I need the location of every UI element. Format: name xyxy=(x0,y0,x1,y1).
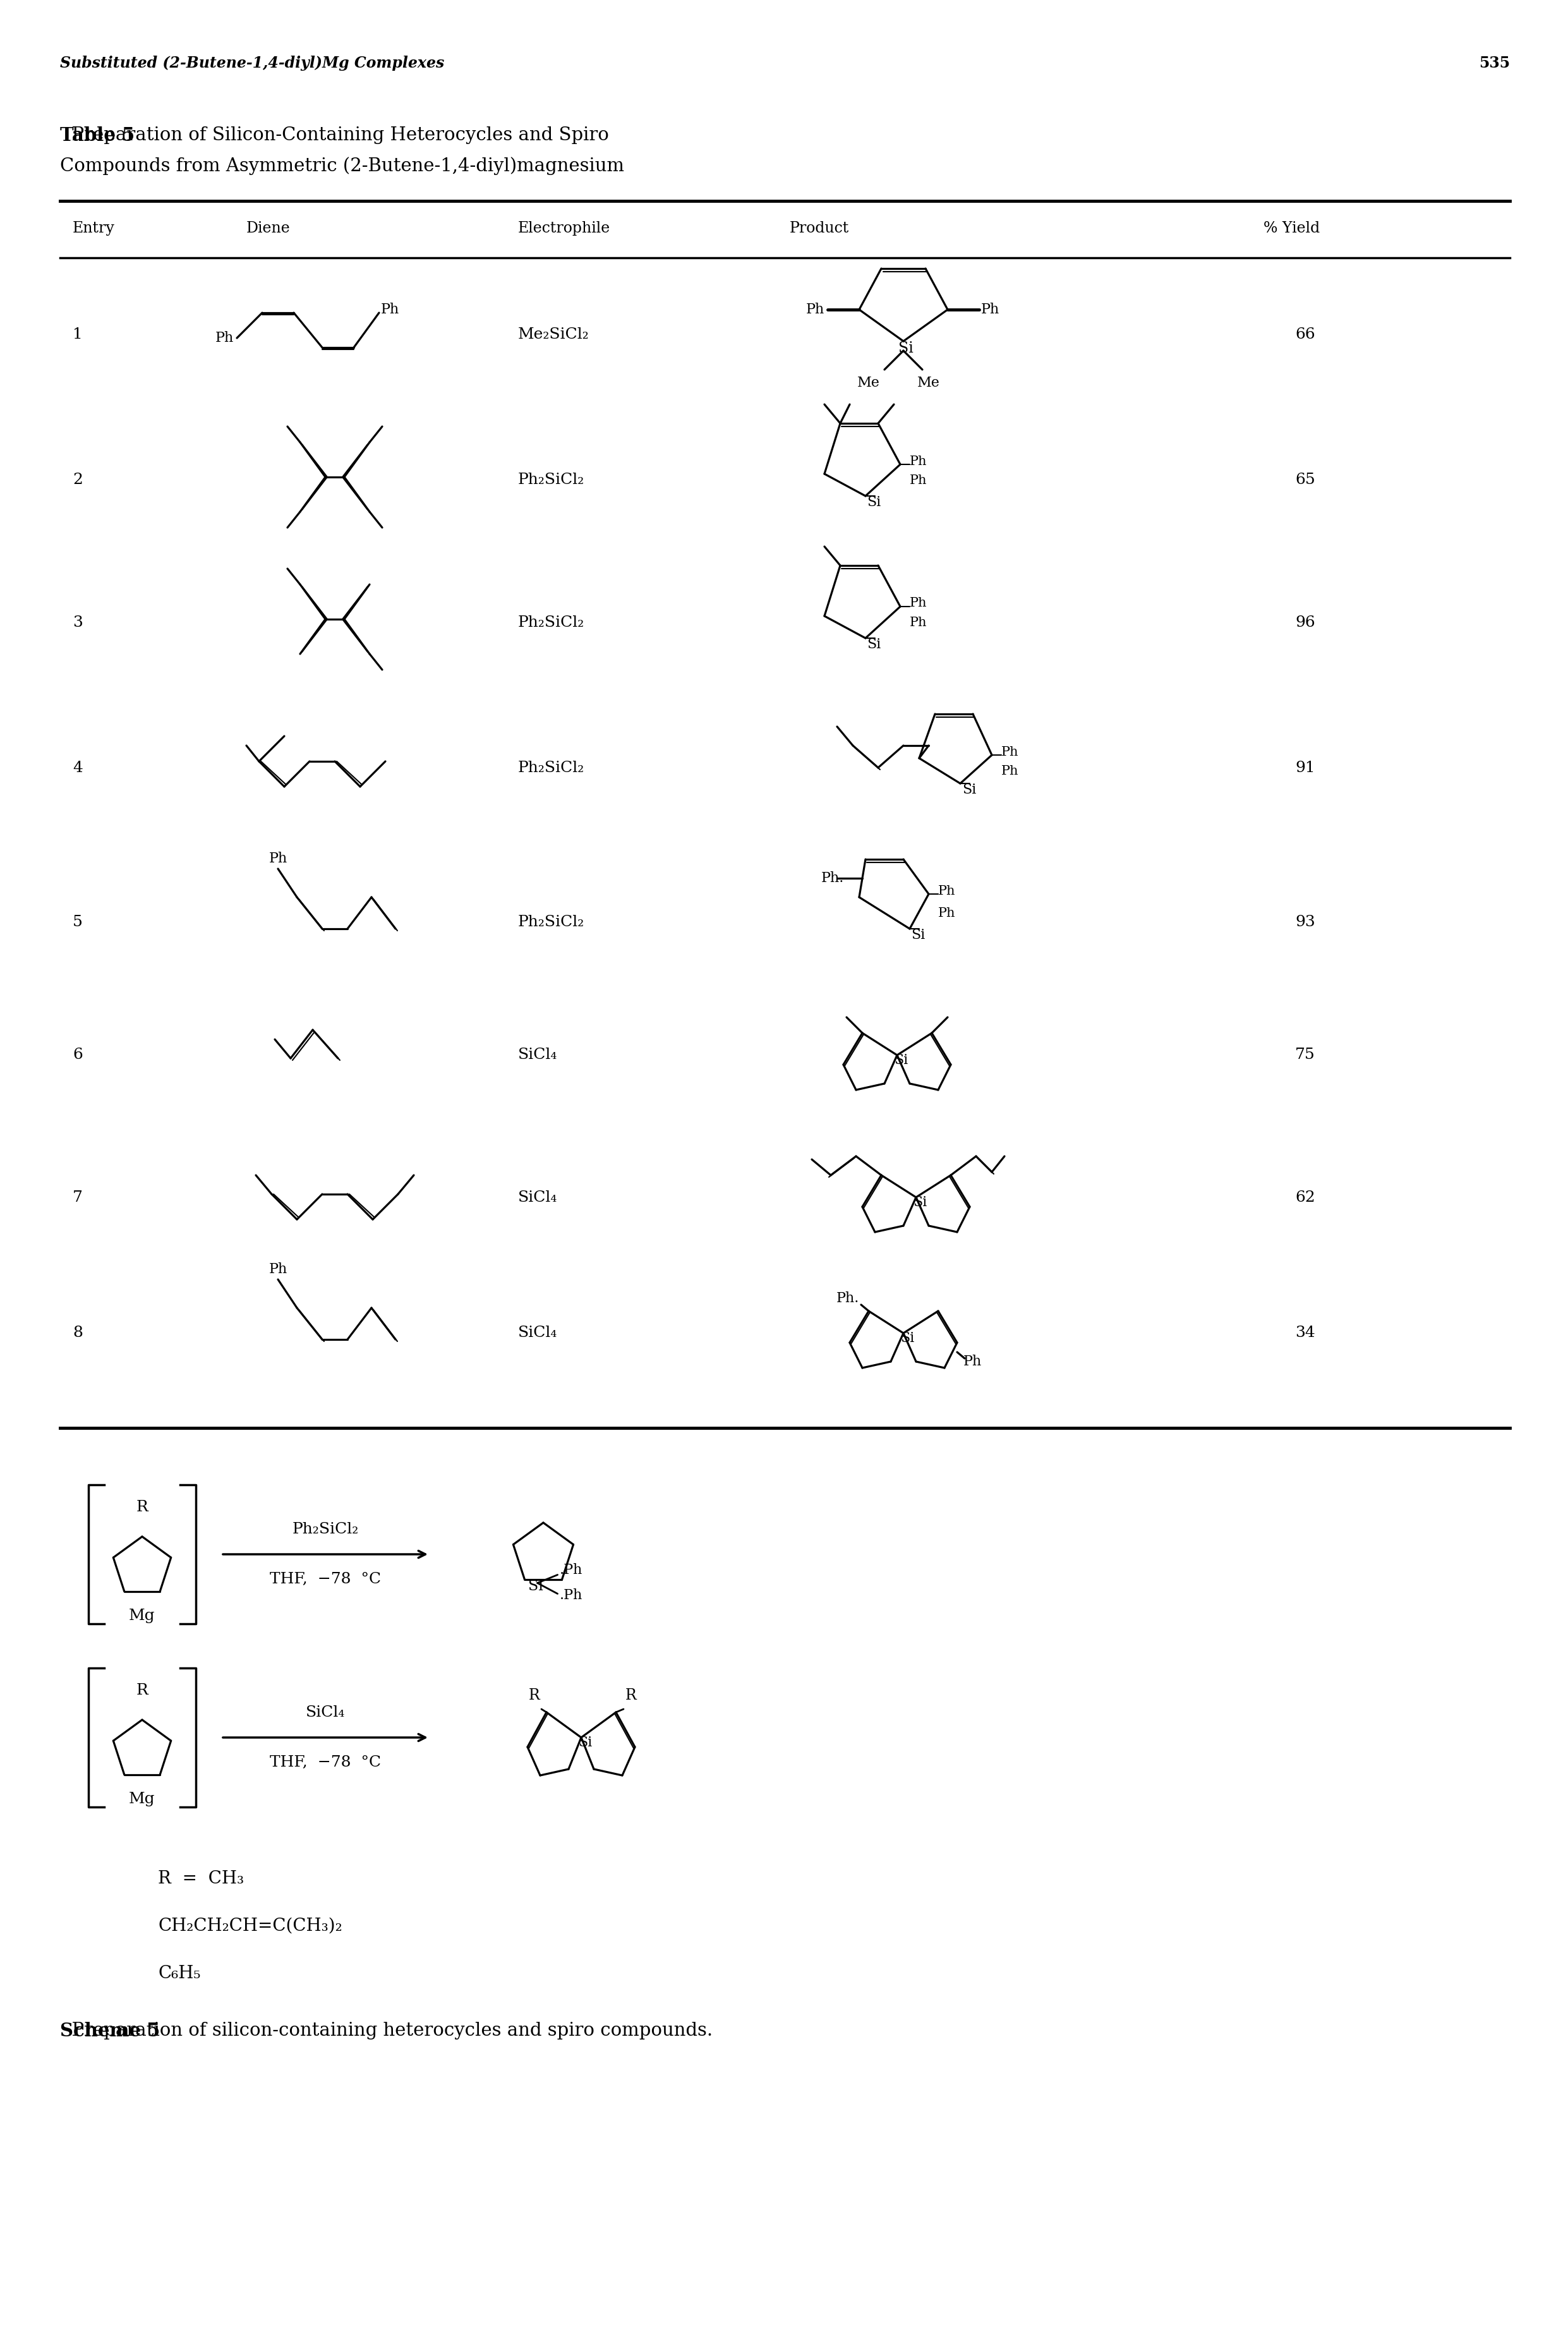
Text: Compounds from Asymmetric (2-Butene-1,4-diyl)magnesium: Compounds from Asymmetric (2-Butene-1,4-… xyxy=(60,156,624,175)
Text: % Yield: % Yield xyxy=(1264,221,1320,235)
Text: 6: 6 xyxy=(72,1047,83,1063)
Text: Preparation of Silicon-Containing Heterocycles and Spiro: Preparation of Silicon-Containing Hetero… xyxy=(60,126,608,144)
Text: Ph: Ph xyxy=(909,617,927,628)
Text: Table 5: Table 5 xyxy=(60,126,135,144)
Text: Ph: Ph xyxy=(1002,747,1019,759)
Text: Entry: Entry xyxy=(72,221,114,235)
Text: 93: 93 xyxy=(1295,915,1316,931)
Text: Ph: Ph xyxy=(982,303,999,316)
Text: Ph: Ph xyxy=(963,1354,982,1368)
Text: Substituted (2-Butene-1,4-diyl)Mg Complexes: Substituted (2-Butene-1,4-diyl)Mg Comple… xyxy=(60,56,444,70)
Text: 4: 4 xyxy=(72,761,83,775)
Text: 3: 3 xyxy=(72,614,83,631)
Text: Ph₂SiCl₂: Ph₂SiCl₂ xyxy=(517,761,585,775)
Text: Si: Si xyxy=(579,1736,593,1750)
Text: THF,  −78  °C: THF, −78 °C xyxy=(270,1573,381,1587)
Text: 66: 66 xyxy=(1295,328,1316,342)
Text: 7: 7 xyxy=(72,1189,83,1205)
Text: SiCl₄: SiCl₄ xyxy=(517,1326,558,1340)
Text: Ph: Ph xyxy=(215,330,234,344)
Text: Ph: Ph xyxy=(938,884,955,896)
Text: Si: Si xyxy=(867,638,881,652)
Text: 75: 75 xyxy=(1295,1047,1316,1063)
Text: .Ph: .Ph xyxy=(560,1564,582,1578)
Text: 5: 5 xyxy=(72,915,83,931)
Text: Me: Me xyxy=(917,377,939,391)
Text: CH₂CH₂CH=C(CH₃)₂: CH₂CH₂CH=C(CH₃)₂ xyxy=(158,1917,342,1934)
Text: Ph: Ph xyxy=(268,1261,287,1275)
Text: Si: Si xyxy=(911,928,925,942)
Text: Mg: Mg xyxy=(129,1792,155,1806)
Text: Si: Si xyxy=(867,496,881,510)
Text: Si: Si xyxy=(898,342,913,356)
Text: Si: Si xyxy=(913,1196,927,1210)
Text: C₆H₅: C₆H₅ xyxy=(158,1964,201,1983)
Text: Si: Si xyxy=(528,1580,543,1594)
Text: Ph₂SiCl₂: Ph₂SiCl₂ xyxy=(517,614,585,631)
Text: Electrophile: Electrophile xyxy=(517,221,610,235)
Text: R: R xyxy=(136,1501,147,1515)
Text: .Ph: .Ph xyxy=(560,1589,582,1603)
Text: Mg: Mg xyxy=(129,1608,155,1624)
Text: Diene: Diene xyxy=(246,221,290,235)
Text: Ph.: Ph. xyxy=(836,1291,859,1305)
Text: Ph: Ph xyxy=(938,908,955,919)
Text: Ph.: Ph. xyxy=(822,870,844,884)
Text: 1: 1 xyxy=(72,328,83,342)
Text: Scheme 5: Scheme 5 xyxy=(60,2022,160,2041)
Text: Product: Product xyxy=(790,221,850,235)
Text: 8: 8 xyxy=(72,1326,83,1340)
Text: 91: 91 xyxy=(1295,761,1316,775)
Text: R: R xyxy=(136,1682,147,1699)
Text: 535: 535 xyxy=(1479,56,1510,70)
Text: Si: Si xyxy=(963,782,977,796)
Text: Ph₂SiCl₂: Ph₂SiCl₂ xyxy=(292,1522,359,1536)
Text: Si: Si xyxy=(894,1054,908,1068)
Text: 62: 62 xyxy=(1295,1189,1316,1205)
Text: Ph: Ph xyxy=(909,598,927,610)
Text: Ph: Ph xyxy=(909,475,927,486)
Text: 65: 65 xyxy=(1295,472,1316,486)
Text: Ph: Ph xyxy=(909,456,927,468)
Text: SiCl₄: SiCl₄ xyxy=(517,1189,558,1205)
Text: Ph₂SiCl₂: Ph₂SiCl₂ xyxy=(517,472,585,486)
Text: Preparation of silicon-containing heterocycles and spiro compounds.: Preparation of silicon-containing hetero… xyxy=(60,2022,713,2038)
Text: Ph: Ph xyxy=(381,303,400,316)
Text: Ph: Ph xyxy=(1002,766,1019,777)
Text: SiCl₄: SiCl₄ xyxy=(517,1047,558,1063)
Text: Me₂SiCl₂: Me₂SiCl₂ xyxy=(517,328,590,342)
Text: Si: Si xyxy=(900,1331,914,1345)
Text: Ph: Ph xyxy=(268,852,287,866)
Text: 34: 34 xyxy=(1295,1326,1316,1340)
Text: Ph: Ph xyxy=(806,303,825,316)
Text: R: R xyxy=(528,1687,539,1703)
Text: THF,  −78  °C: THF, −78 °C xyxy=(270,1755,381,1771)
Text: R: R xyxy=(626,1687,637,1703)
Text: 2: 2 xyxy=(72,472,83,486)
Text: 96: 96 xyxy=(1295,614,1316,631)
Text: SiCl₄: SiCl₄ xyxy=(306,1706,345,1720)
Text: R  =  CH₃: R = CH₃ xyxy=(158,1871,245,1887)
Text: Me: Me xyxy=(858,377,880,391)
Text: Ph₂SiCl₂: Ph₂SiCl₂ xyxy=(517,915,585,931)
